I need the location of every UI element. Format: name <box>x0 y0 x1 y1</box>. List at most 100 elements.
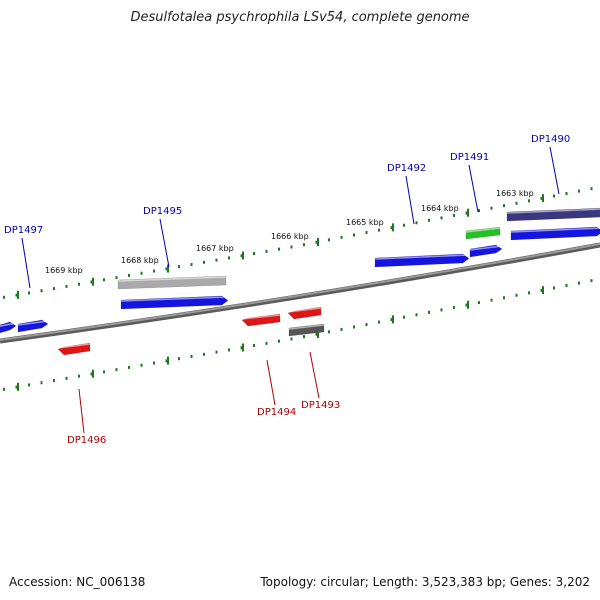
forward-minor-tick <box>103 278 105 282</box>
forward-leader-line <box>549 146 560 195</box>
reverse-major-tick <box>392 315 394 324</box>
forward-minor-tick <box>203 260 205 264</box>
forward-tick-track <box>3 187 593 299</box>
reverse-major-tick <box>17 382 19 391</box>
reverse-minor-tick <box>265 341 268 345</box>
text-labels: 1669 kbp 1668 kbp 1667 kbp 1666 kbp 1665 kbp… <box>4 134 570 446</box>
forward-major-tick <box>167 264 169 273</box>
reverse-minor-tick <box>528 291 530 295</box>
gene-highlight <box>241 314 281 320</box>
reverse-gene-label: DP1493 <box>301 400 340 411</box>
reverse-minor-tick <box>40 381 43 385</box>
forward-minor-tick <box>315 240 318 244</box>
forward-leader-line <box>159 218 170 268</box>
reverse-minor-tick <box>215 350 218 354</box>
kbp-label: 1669 kbp <box>45 266 83 275</box>
reverse-minor-tick <box>65 376 68 380</box>
reverse-minor-tick <box>340 327 343 331</box>
reverse-minor-tick <box>53 379 55 383</box>
reverse-minor-tick <box>565 284 568 288</box>
forward-minor-tick <box>303 243 305 247</box>
gene-bar <box>510 226 600 241</box>
forward-minor-tick <box>428 218 430 222</box>
kbp-label: 1666 kbp <box>271 232 309 241</box>
reverse-gene-label: DP1494 <box>257 407 296 418</box>
forward-minor-tick <box>378 228 380 232</box>
forward-minor-tick <box>365 231 368 235</box>
reverse-major-tick <box>467 300 469 309</box>
forward-gene-label: DP1492 <box>387 163 426 174</box>
forward-leader-line <box>468 164 479 213</box>
reverse-leader-line <box>266 359 276 406</box>
reverse-gene-label: DP1496 <box>67 435 106 446</box>
gene-bar <box>465 226 501 240</box>
forward-minor-tick <box>453 213 455 217</box>
reverse-minor-tick <box>115 368 118 372</box>
kbp-label: 1668 kbp <box>121 256 159 265</box>
forward-minor-tick <box>65 284 68 288</box>
forward-minor-tick <box>265 249 268 253</box>
reverse-minor-tick <box>28 383 30 387</box>
forward-minor-tick <box>140 271 143 275</box>
kbp-label: 1667 kbp <box>196 244 234 253</box>
reverse-minor-tick <box>303 335 305 339</box>
forward-major-tick <box>392 223 394 232</box>
gene-bar <box>17 319 49 333</box>
forward-minor-tick <box>465 211 468 215</box>
reverse-minor-tick <box>553 286 555 290</box>
forward-gene-label: DP1490 <box>531 134 570 145</box>
reverse-minor-tick <box>178 357 180 361</box>
forward-minor-tick <box>165 267 168 271</box>
forward-minor-tick <box>353 233 355 237</box>
forward-minor-tick <box>390 226 393 230</box>
forward-minor-tick <box>540 196 543 200</box>
reverse-minor-tick <box>90 372 93 376</box>
reverse-minor-tick <box>353 325 355 329</box>
forward-minor-tick <box>115 276 118 280</box>
reverse-leader-line <box>78 388 85 434</box>
reverse-minor-tick <box>315 332 318 336</box>
gene-bar <box>287 306 322 320</box>
reverse-minor-tick <box>478 301 480 305</box>
gene-highlight <box>288 324 325 330</box>
reverse-major-tick <box>92 369 94 378</box>
gene-highlight <box>120 296 229 302</box>
reverse-minor-tick <box>365 323 368 327</box>
gene-highlight <box>374 254 470 260</box>
forward-minor-tick <box>515 201 518 205</box>
reverse-minor-tick <box>465 303 468 307</box>
forward-leader-line <box>21 237 31 289</box>
forward-minor-tick <box>440 216 443 220</box>
reverse-tick-track <box>3 279 593 391</box>
reverse-major-tick <box>242 343 244 352</box>
reverse-minor-tick <box>490 298 493 302</box>
reverse-minor-tick <box>390 318 393 322</box>
gene-features <box>0 207 600 356</box>
forward-minor-tick <box>278 247 280 251</box>
forward-gene-label: DP1495 <box>143 206 182 217</box>
gene-highlight <box>57 343 91 349</box>
reverse-minor-tick <box>103 370 105 374</box>
forward-gene-label: DP1491 <box>450 152 489 163</box>
reverse-minor-tick <box>240 346 243 350</box>
genome-backbone <box>0 242 600 344</box>
forward-minor-tick <box>240 254 243 258</box>
reverse-minor-tick <box>165 359 168 363</box>
forward-minor-tick <box>128 273 130 277</box>
reverse-minor-tick <box>290 337 293 341</box>
forward-minor-tick <box>478 209 480 213</box>
reverse-minor-tick <box>578 281 580 285</box>
forward-major-tick <box>317 237 319 246</box>
reverse-major-tick <box>317 329 319 338</box>
forward-minor-tick <box>590 187 593 191</box>
forward-major-tick <box>17 290 19 299</box>
forward-minor-tick <box>415 221 418 225</box>
forward-minor-tick <box>90 280 93 284</box>
forward-minor-tick <box>340 235 343 239</box>
forward-minor-tick <box>78 282 80 286</box>
topology-summary: Topology: circular; Length: 3,523,383 bp… <box>260 575 590 589</box>
reverse-minor-tick <box>403 315 405 319</box>
forward-minor-tick <box>490 206 493 210</box>
